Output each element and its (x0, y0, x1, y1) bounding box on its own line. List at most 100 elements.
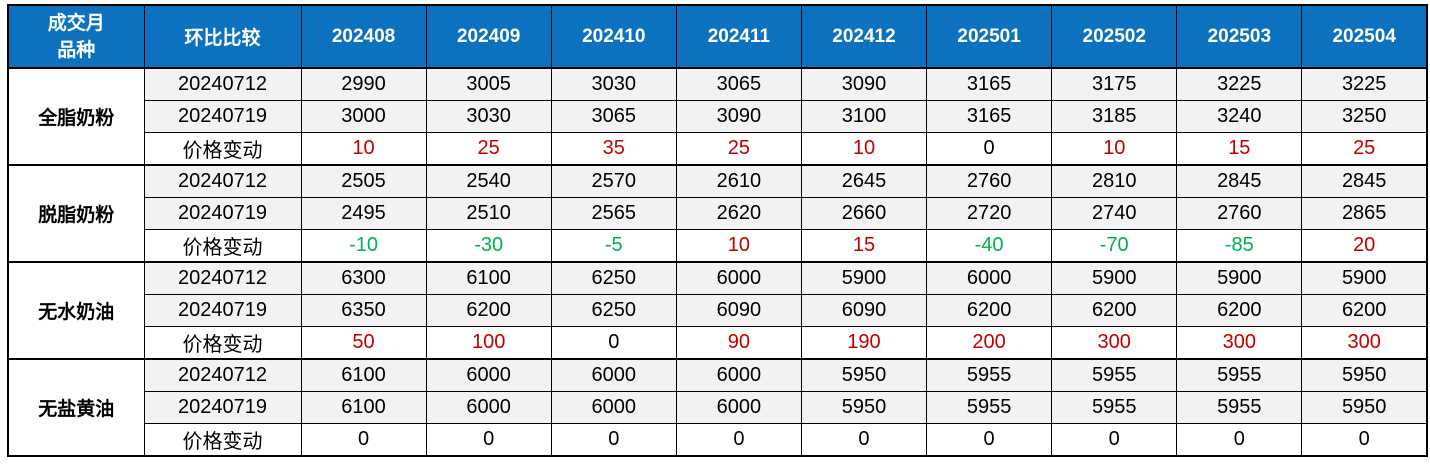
price-cell: 2620 (675, 197, 802, 230)
price-cell: 6350 (300, 294, 427, 327)
price-change-cell: 300 (1176, 326, 1303, 360)
table-row: 20240719 6350 6200 6250 6090 6090 6200 6200 6200… (8, 294, 1428, 327)
price-cell: 5955 (926, 358, 1053, 392)
price-cell: 3240 (1176, 100, 1303, 133)
price-cell: 5950 (800, 391, 928, 424)
month-header-202501: 202501 (926, 4, 1053, 69)
product-name-cell: 全脂奶粉 (7, 67, 145, 166)
price-cell: 5955 (1051, 358, 1178, 392)
price-cell: 3030 (425, 100, 552, 133)
price-cell: 6000 (926, 261, 1053, 295)
row-label-cell: 20240712 (143, 164, 302, 198)
price-cell: 5900 (1301, 261, 1428, 295)
month-header-202409: 202409 (425, 4, 552, 69)
price-cell: 3005 (425, 67, 552, 101)
table-row: 20240719 3000 3030 3065 3090 3100 3165 3185 3240… (8, 100, 1428, 133)
price-cell: 6200 (1051, 294, 1178, 327)
price-cell: 2570 (550, 164, 677, 198)
price-cell: 2810 (1051, 164, 1178, 198)
price-cell: 3030 (550, 67, 677, 101)
price-cell: 2660 (800, 197, 928, 230)
table-row: 20240719 2495 2510 2565 2620 2660 2720 2740 2760… (8, 197, 1428, 230)
price-change-cell: 300 (1051, 326, 1178, 360)
price-change-cell: -40 (926, 229, 1053, 263)
table-row: 无水奶油 20240712 6300 6100 6250 6000 5900 6000 5900… (7, 261, 1428, 360)
price-change-cell: 300 (1301, 326, 1428, 360)
price-change-cell: 10 (800, 132, 928, 166)
price-change-cell: 15 (1176, 132, 1303, 166)
price-cell: 5950 (1301, 358, 1428, 392)
price-cell: 6090 (675, 294, 802, 327)
row-label-cell: 20240719 (143, 294, 302, 327)
price-cell: 5900 (800, 261, 928, 295)
price-cell: 6250 (550, 294, 677, 327)
price-cell: 2760 (926, 164, 1053, 198)
table-row: 价格变动 50 100 0 90 190 200 300 300 300 (8, 326, 1428, 360)
price-cell: 5955 (1176, 391, 1303, 424)
price-cell: 5955 (1176, 358, 1303, 392)
price-cell: 6000 (550, 391, 677, 424)
price-change-cell: 100 (425, 326, 552, 360)
table-row: 价格变动 0 0 0 0 0 0 0 0 0 (8, 423, 1428, 457)
price-change-cell: -5 (550, 229, 677, 263)
price-cell: 3250 (1301, 100, 1428, 133)
price-cell: 2510 (425, 197, 552, 230)
price-cell: 2495 (300, 197, 427, 230)
month-header-202408: 202408 (300, 4, 427, 69)
price-change-cell: -85 (1176, 229, 1303, 263)
price-change-cell: 25 (1301, 132, 1428, 166)
price-change-cell: 0 (800, 423, 928, 457)
table-row: 脱脂奶粉 20240712 2505 2540 2570 2610 2645 2760 2810… (7, 164, 1428, 263)
price-change-cell: 15 (800, 229, 928, 263)
price-change-cell: 0 (926, 423, 1053, 457)
price-cell: 3165 (926, 100, 1053, 133)
price-cell: 3225 (1176, 67, 1303, 101)
price-change-cell: 10 (675, 229, 802, 263)
price-cell: 2505 (300, 164, 427, 198)
price-change-cell: -70 (1051, 229, 1178, 263)
row-label-cell: 20240719 (143, 197, 302, 230)
price-change-cell: 0 (675, 423, 802, 457)
price-change-cell: 10 (1051, 132, 1178, 166)
row-label-cell: 价格变动 (143, 132, 302, 166)
price-comparison-table-wrapper: 成交月 品种 环比比较 202408 202409 202410 202411 202412 2… (7, 4, 1428, 457)
row-label-cell: 20240719 (143, 100, 302, 133)
price-cell: 2845 (1301, 164, 1428, 198)
price-change-cell: -30 (425, 229, 552, 263)
month-header-202504: 202504 (1301, 4, 1428, 69)
price-cell: 6250 (550, 261, 677, 295)
price-cell: 6200 (1301, 294, 1428, 327)
price-change-cell: 0 (550, 423, 677, 457)
header-row: 成交月 品种 环比比较 202408 202409 202410 202411 202412 2… (7, 4, 1428, 69)
price-change-cell: 190 (800, 326, 928, 360)
price-change-cell: 200 (926, 326, 1053, 360)
price-cell: 6000 (675, 261, 802, 295)
price-change-cell: -10 (300, 229, 427, 263)
table-row: 无盐黄油 20240712 6100 6000 6000 6000 5950 5955 5955… (7, 358, 1428, 457)
price-cell: 2760 (1176, 197, 1303, 230)
price-change-cell: 20 (1301, 229, 1428, 263)
month-header-202412: 202412 (800, 4, 928, 69)
price-cell: 6200 (425, 294, 552, 327)
price-cell: 2740 (1051, 197, 1178, 230)
price-cell: 2540 (425, 164, 552, 198)
price-change-cell: 0 (550, 326, 677, 360)
price-cell: 6100 (300, 358, 427, 392)
compare-header-cell: 环比比较 (143, 4, 302, 69)
price-cell: 5955 (1051, 391, 1178, 424)
price-change-cell: 25 (675, 132, 802, 166)
corner-header-line1: 成交月 (47, 12, 105, 34)
table-row: 20240719 6100 6000 6000 6000 5950 5955 5955 5955… (8, 391, 1428, 424)
month-header-202411: 202411 (675, 4, 802, 69)
price-cell: 3185 (1051, 100, 1178, 133)
price-cell: 6200 (1176, 294, 1303, 327)
price-cell: 3225 (1301, 67, 1428, 101)
price-change-cell: 35 (550, 132, 677, 166)
table-header: 成交月 品种 环比比较 202408 202409 202410 202411 202412 2… (7, 4, 1428, 69)
price-cell: 6000 (675, 391, 802, 424)
price-cell: 5950 (1301, 391, 1428, 424)
table-row: 价格变动 10 25 35 25 10 0 10 15 25 (8, 132, 1428, 166)
price-change-cell: 90 (675, 326, 802, 360)
row-label-cell: 20240712 (143, 358, 302, 392)
price-cell: 3000 (300, 100, 427, 133)
